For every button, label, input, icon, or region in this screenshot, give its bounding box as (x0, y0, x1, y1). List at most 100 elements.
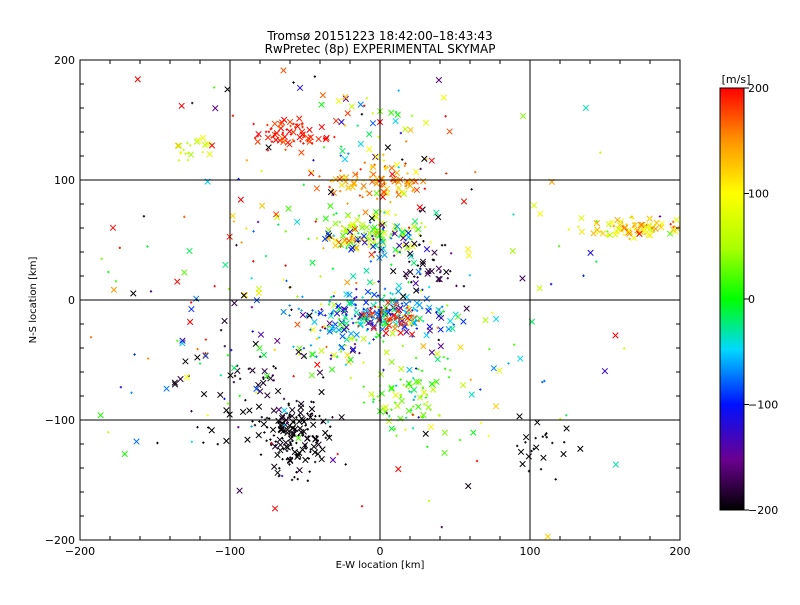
data-point (407, 250, 414, 257)
y-tick-label: 0 (68, 294, 75, 307)
data-point (322, 247, 325, 250)
data-point (394, 384, 398, 387)
data-point (646, 232, 654, 239)
data-point (174, 278, 181, 285)
data-point (329, 354, 333, 357)
data-point (107, 431, 110, 434)
data-point (393, 169, 401, 176)
data-point (315, 217, 318, 221)
y-tick-label: −200 (45, 534, 75, 547)
data-point (405, 234, 412, 241)
data-point (348, 246, 355, 253)
data-point (349, 376, 352, 380)
data-point (300, 123, 304, 127)
data-point (397, 166, 400, 169)
data-point (628, 237, 631, 241)
data-point (195, 137, 202, 144)
data-point (413, 395, 417, 398)
data-point (327, 202, 334, 210)
data-point (344, 344, 347, 347)
data-point (346, 228, 354, 236)
data-point (411, 413, 414, 416)
data-point (297, 400, 305, 408)
data-point (398, 365, 405, 373)
data-point (223, 407, 230, 414)
data-point (278, 126, 281, 129)
data-point (401, 344, 404, 348)
data-point (290, 478, 294, 482)
data-point (261, 368, 268, 375)
data-point (286, 118, 294, 126)
data-point (346, 291, 353, 298)
data-point (109, 224, 117, 231)
data-point (633, 228, 637, 231)
data-point (446, 304, 449, 307)
data-point (286, 128, 293, 135)
data-point (470, 429, 477, 436)
data-point (401, 158, 404, 161)
data-point (376, 254, 383, 261)
data-point (317, 312, 321, 315)
data-point (332, 326, 335, 329)
data-point (407, 226, 411, 229)
data-point (241, 291, 249, 299)
data-point (309, 259, 316, 266)
x-axis-ticks: −200 −100 0 100 200 (65, 60, 691, 558)
data-point (130, 290, 137, 297)
data-point (347, 330, 355, 337)
data-point (202, 441, 205, 444)
data-point (350, 346, 357, 353)
data-point (328, 366, 336, 373)
data-point (380, 188, 387, 196)
data-point (429, 240, 432, 244)
data-point (417, 319, 421, 323)
data-point (360, 335, 367, 342)
data-point (414, 356, 418, 360)
data-point (460, 318, 467, 325)
data-point (399, 378, 402, 381)
data-point (369, 170, 372, 173)
data-point (517, 355, 524, 362)
data-point (310, 443, 318, 450)
data-point (273, 348, 276, 352)
data-point (307, 237, 310, 241)
data-point (412, 306, 415, 310)
data-point (142, 215, 146, 218)
data-point (288, 314, 291, 317)
data-point (272, 211, 280, 218)
data-point (273, 130, 281, 137)
data-point (420, 343, 427, 350)
data-point (362, 231, 366, 234)
data-point (389, 313, 392, 316)
data-point (582, 274, 585, 277)
data-point (411, 309, 414, 312)
data-point (291, 138, 295, 142)
data-point (187, 151, 195, 158)
data-point (331, 416, 334, 419)
data-point (383, 294, 386, 297)
data-point (272, 365, 275, 368)
data-point (335, 330, 338, 334)
data-point (121, 450, 128, 458)
data-point (415, 327, 418, 330)
data-point (357, 232, 360, 235)
data-point (404, 140, 408, 143)
data-point (380, 245, 387, 253)
colorbar-ticks: 200 100 0 −100 −200 (744, 82, 778, 517)
data-point (332, 237, 339, 244)
data-point (385, 315, 392, 322)
data-point (245, 227, 248, 230)
data-point (250, 425, 253, 428)
data-point (342, 93, 349, 101)
data-point (338, 189, 342, 193)
colorbar-tick-label: −100 (748, 399, 778, 412)
data-point (202, 352, 209, 360)
data-point (182, 148, 185, 152)
data-point (418, 233, 421, 236)
data-point (273, 132, 277, 135)
data-point (184, 152, 187, 155)
data-point (236, 487, 243, 494)
data-point (302, 183, 305, 187)
data-point (280, 474, 284, 478)
data-point (400, 302, 404, 305)
